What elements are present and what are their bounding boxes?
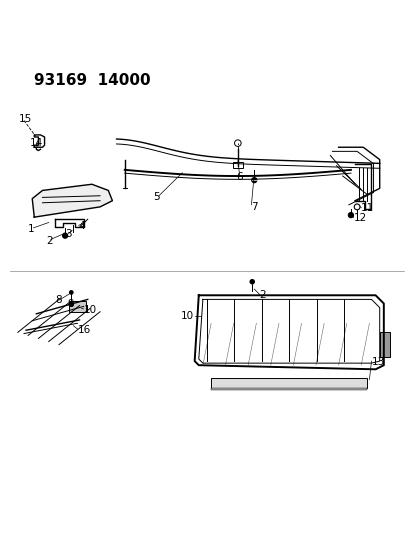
Text: 10: 10 [83, 305, 97, 314]
Circle shape [69, 291, 73, 294]
Circle shape [251, 177, 256, 183]
Text: 2: 2 [259, 290, 266, 300]
Bar [379, 332, 389, 357]
Text: 6: 6 [235, 172, 242, 182]
Text: 12: 12 [353, 213, 366, 223]
Text: 3: 3 [65, 229, 71, 239]
Text: 15: 15 [19, 114, 32, 124]
Text: 2: 2 [46, 236, 52, 246]
Text: 93169  14000: 93169 14000 [34, 73, 151, 88]
Text: 4: 4 [78, 221, 85, 231]
Text: 13: 13 [370, 357, 384, 367]
Bar [211, 388, 366, 390]
Text: 7: 7 [251, 202, 257, 212]
Text: 14: 14 [29, 138, 43, 148]
Text: 1: 1 [28, 224, 35, 233]
Bar [233, 162, 242, 168]
Text: 9: 9 [67, 300, 74, 309]
Circle shape [69, 302, 73, 306]
Text: 16: 16 [77, 325, 90, 335]
Bar [211, 377, 366, 388]
Circle shape [62, 233, 67, 238]
Text: 11: 11 [360, 203, 373, 213]
Circle shape [249, 280, 254, 284]
Polygon shape [32, 184, 112, 217]
Text: 10: 10 [180, 311, 193, 321]
Text: 5: 5 [153, 191, 160, 201]
Circle shape [348, 213, 353, 217]
Text: 8: 8 [55, 295, 61, 305]
Bar [69, 302, 85, 312]
